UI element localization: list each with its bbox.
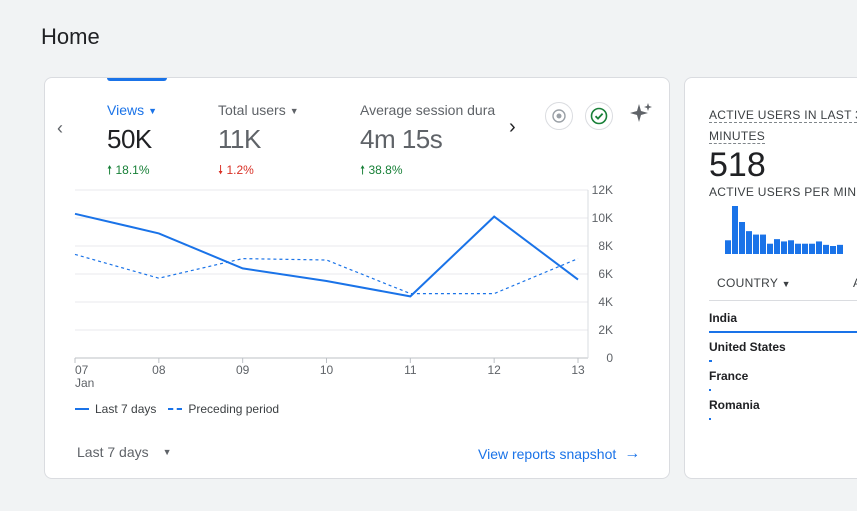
metric-label-views[interactable]: Views ▼ xyxy=(107,102,158,118)
date-range-selector[interactable]: Last 7 days ▼ xyxy=(77,444,172,460)
x-tick-label: 12 xyxy=(487,363,501,377)
per-minute-bar-chart xyxy=(725,206,843,254)
line-chart: 12K 10K 8K 6K 4K 2K 0 07 08 09 10 11 12 13 Jan xyxy=(74,183,613,390)
caret-down-icon: ▼ xyxy=(781,279,791,289)
x-tick-label: 07 xyxy=(75,363,89,377)
active-tab-indicator xyxy=(107,78,167,81)
y-tick-label: 12K xyxy=(592,183,613,197)
per-minute-bar xyxy=(760,234,766,254)
country-row-label[interactable]: India xyxy=(709,311,738,325)
arrow-down-icon: 🠗 xyxy=(218,163,224,177)
view-reports-link[interactable]: View reports snapshot → xyxy=(478,445,641,462)
x-tick-sublabel: Jan xyxy=(75,376,94,390)
realtime-per-minute-label: ACTIVE USERS PER MINU xyxy=(709,185,857,199)
country-column-header[interactable]: COUNTRY ▼ xyxy=(717,276,791,290)
metric-value-avg-session: 4m 15s xyxy=(360,124,443,154)
per-minute-bar xyxy=(823,244,829,254)
metric-change-views: 🠕 18.1% xyxy=(107,163,150,177)
chevron-left-icon[interactable]: ‹ xyxy=(57,118,63,138)
page-title: Home xyxy=(41,24,100,49)
series-line-current xyxy=(74,212,579,298)
check-circle-icon[interactable] xyxy=(585,102,613,130)
country-row-label[interactable]: United States xyxy=(709,340,786,354)
per-minute-bar xyxy=(816,241,822,254)
chevron-right-icon[interactable]: › xyxy=(509,116,516,138)
caret-down-icon[interactable]: ▼ xyxy=(148,106,158,117)
legend-item-current: Last 7 days xyxy=(75,402,156,416)
overview-card: ‹ Views ▼ 50K 🠕 18.1% Total users ▼ 11K 🠗 … xyxy=(44,77,670,479)
y-tick-label: 6K xyxy=(598,267,613,281)
caret-down-icon[interactable]: ▼ xyxy=(162,447,172,457)
y-tick-label: 10K xyxy=(592,211,613,225)
active-users-column-header[interactable]: A xyxy=(853,276,857,290)
x-tick-label: 11 xyxy=(404,363,417,377)
per-minute-bar xyxy=(809,243,815,254)
legend-swatch-solid xyxy=(75,408,89,410)
realtime-active-users: 518 xyxy=(709,146,766,184)
per-minute-bar xyxy=(739,222,745,254)
country-share-bar xyxy=(709,360,713,362)
per-minute-bar xyxy=(767,243,773,254)
metric-label-total-users[interactable]: Total users ▼ xyxy=(218,102,299,118)
country-row-label[interactable]: Romania xyxy=(709,398,760,412)
per-minute-bar xyxy=(725,240,731,254)
per-minute-bar xyxy=(830,246,836,254)
x-tick-label: 10 xyxy=(320,363,334,377)
metric-change-total-users: 🠗 1.2% xyxy=(218,163,254,177)
arrow-up-icon: 🠕 xyxy=(107,163,113,177)
per-minute-bar xyxy=(774,239,780,254)
country-share-bar xyxy=(709,389,711,391)
x-tick-label: 09 xyxy=(236,363,250,377)
metric-value-total-users: 11K xyxy=(218,124,261,154)
per-minute-bar xyxy=(788,240,794,254)
realtime-title: ACTIVE USERS IN LAST 3 MINUTES xyxy=(709,105,857,147)
per-minute-bar xyxy=(802,243,808,254)
divider xyxy=(709,300,857,301)
arrow-right-icon[interactable]: → xyxy=(624,445,641,462)
x-tick-label: 13 xyxy=(571,363,585,377)
arrow-up-icon: 🠕 xyxy=(360,163,366,177)
per-minute-bar xyxy=(837,244,843,254)
metric-change-avg-session: 🠕 38.8% xyxy=(360,163,403,177)
y-tick-label: 2K xyxy=(598,323,613,337)
country-share-bar xyxy=(709,418,711,420)
sparkle-icon[interactable] xyxy=(629,102,653,131)
realtime-card: ACTIVE USERS IN LAST 3 MINUTES 518 ACTIVE… xyxy=(684,77,857,479)
metric-views[interactable]: Views ▼ 50K 🠕 18.1% xyxy=(107,102,157,182)
y-tick-label: 4K xyxy=(598,295,613,309)
chart-legend: Last 7 days Preceding period xyxy=(75,402,279,416)
metric-value-views: 50K xyxy=(107,124,152,154)
y-tick-label: 0 xyxy=(606,351,613,365)
per-minute-bar xyxy=(781,241,787,254)
insights-badge-icon[interactable] xyxy=(545,102,573,130)
metric-label-avg-session[interactable]: Average session dura xyxy=(360,102,496,118)
per-minute-bar xyxy=(753,234,759,254)
per-minute-bar xyxy=(795,243,801,254)
caret-down-icon[interactable]: ▼ xyxy=(289,106,299,117)
x-tick-label: 08 xyxy=(152,363,166,377)
per-minute-bar xyxy=(732,206,738,254)
legend-item-previous: Preceding period xyxy=(168,402,279,416)
country-share-bar xyxy=(709,331,857,333)
metric-total-users[interactable]: Total users ▼ 11K 🠗 1.2% xyxy=(218,102,299,182)
country-row-label[interactable]: France xyxy=(709,369,749,383)
date-range-label[interactable]: Last 7 days xyxy=(77,444,149,460)
metric-avg-session[interactable]: Average session dura 4m 15s 🠕 38.8% xyxy=(360,102,495,182)
y-tick-label: 8K xyxy=(598,239,613,253)
per-minute-bar xyxy=(746,231,752,254)
legend-swatch-dashed xyxy=(168,408,183,410)
